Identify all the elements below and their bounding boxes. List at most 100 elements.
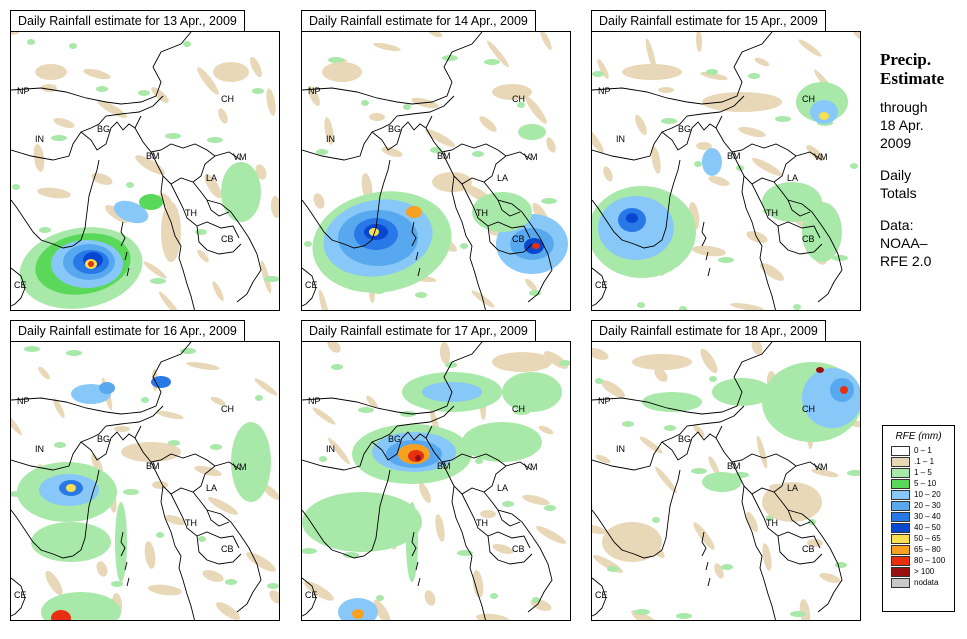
country-label: CE — [305, 280, 318, 290]
rain-patch — [487, 40, 509, 68]
rain-patch — [602, 522, 662, 562]
rain-patch — [266, 88, 276, 116]
map-canvas: NP CH IN BG BM VM LA TH CB CE — [302, 342, 570, 620]
rain-patch — [472, 192, 532, 232]
country-border — [787, 199, 811, 217]
rain-patch — [492, 352, 552, 372]
rain-patch — [819, 573, 841, 583]
rain-patch — [626, 213, 638, 223]
rain-patch — [832, 255, 848, 261]
country-border — [731, 143, 797, 157]
rain-patch — [592, 125, 604, 153]
legend-rows: 0 – 1 .1 – 1 1 – 5 5 – 10 10 – 20 20 – 30 30 –… — [883, 445, 954, 588]
rain-patch — [502, 501, 514, 507]
legend-swatch — [891, 545, 910, 555]
rain-patch — [143, 261, 167, 279]
rain-patch — [540, 32, 552, 50]
legend-swatch — [891, 578, 910, 588]
rain-patch — [502, 372, 562, 412]
rain-patch — [225, 579, 237, 585]
rain-patch — [328, 437, 350, 465]
legend-swatch — [891, 468, 910, 478]
legend-item: 40 – 50 — [883, 522, 954, 533]
rainfall-map: NP CH IN BG BM VM LA TH CB CE — [301, 341, 571, 621]
rain-patch — [601, 380, 625, 398]
rain-patch — [472, 151, 484, 157]
rain-patch — [45, 570, 63, 596]
country-label: CH — [802, 404, 815, 414]
legend-item: 50 – 65 — [883, 533, 954, 544]
rain-patch — [652, 517, 660, 523]
panel-title: Daily Rainfall estimate for 14 Apr., 200… — [301, 10, 536, 31]
country-border — [206, 199, 230, 217]
rain-patch — [635, 114, 647, 136]
rain-patch — [88, 261, 94, 267]
rain-patch — [54, 442, 66, 448]
country-border — [497, 509, 521, 527]
country-border — [451, 485, 486, 620]
panel-title: Daily Rainfall estimate for 16 Apr., 200… — [10, 320, 245, 341]
rain-patch — [331, 364, 343, 370]
rain-patch — [221, 162, 261, 222]
rain-patch — [592, 348, 609, 360]
country-border — [196, 225, 242, 255]
legend-swatch — [891, 490, 910, 500]
country-label: VM — [814, 152, 828, 162]
country-label: LA — [206, 173, 217, 183]
rain-patch — [762, 543, 772, 571]
country-label: CE — [595, 590, 608, 600]
rain-patch — [518, 124, 546, 140]
country-label: VM — [233, 152, 247, 162]
rain-patch — [622, 64, 682, 80]
rain-patch — [492, 84, 532, 100]
rain-patch — [634, 609, 650, 615]
map-canvas: NP CH IN BG BM VM LA TH CB CE — [11, 342, 279, 620]
rainfall-map: NP CH IN BG BM VM LA TH CB CE — [591, 341, 861, 621]
rain-patch — [183, 41, 191, 47]
rain-patch — [324, 117, 334, 145]
country-border — [150, 143, 216, 157]
rain-patch — [544, 505, 556, 511]
map-canvas: NP CH IN BG BM VM LA TH CB CE — [592, 342, 860, 620]
rain-patch — [642, 392, 702, 412]
rain-patch — [66, 350, 82, 356]
rain-patch — [632, 354, 692, 370]
rain-patch — [373, 599, 391, 620]
rain-patch — [99, 382, 115, 394]
rain-patch — [312, 407, 336, 425]
country-border — [731, 453, 797, 467]
legend-swatch — [891, 556, 910, 566]
country-border — [661, 115, 723, 151]
country-label: CB — [802, 234, 815, 244]
rain-patch — [150, 278, 166, 284]
country-border — [592, 577, 607, 617]
rain-patch — [208, 497, 238, 515]
rain-patch — [696, 141, 712, 151]
side-caption: Precip. Estimate through 18 Apr. 2009 Da… — [880, 50, 967, 270]
country-border — [441, 143, 507, 157]
legend-swatch — [891, 534, 910, 544]
country-label: CB — [512, 544, 525, 554]
legend-item: 20 – 30 — [883, 500, 954, 511]
legend-swatch — [891, 446, 910, 456]
rain-patch — [35, 64, 67, 80]
legend-swatch — [891, 512, 910, 522]
rain-patch — [328, 57, 344, 63]
rain-patch — [31, 522, 111, 562]
rain-patch — [212, 281, 224, 301]
rain-patch — [262, 484, 279, 500]
rain-patch — [676, 613, 692, 619]
rain-patch — [260, 260, 272, 294]
rain-patch — [775, 116, 791, 122]
rain-patch — [835, 562, 847, 568]
country-border — [661, 425, 723, 461]
legend-swatch — [891, 457, 910, 467]
country-border — [701, 531, 711, 587]
legend-label: 1 – 5 — [914, 468, 932, 477]
country-border — [302, 267, 317, 307]
rain-patch — [39, 227, 51, 233]
rain-patch — [161, 202, 181, 262]
country-label: VM — [233, 462, 247, 472]
country-border — [741, 175, 776, 310]
country-label: BG — [678, 124, 691, 134]
